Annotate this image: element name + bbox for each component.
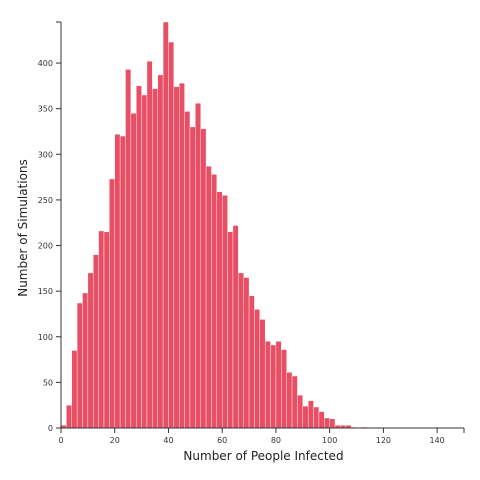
x-tick-label: 40 (163, 436, 173, 445)
histogram-bar (238, 272, 244, 429)
histogram-bar (103, 231, 110, 429)
histogram-bar (227, 231, 234, 429)
histogram-bar (195, 102, 201, 429)
x-tick-label: 0 (58, 436, 63, 445)
histogram-bar (243, 277, 250, 429)
histogram-bar (157, 74, 164, 429)
histogram-bar (307, 400, 314, 429)
y-tick-label: 400 (38, 59, 53, 68)
histogram-bar (275, 341, 282, 429)
histogram-bar (173, 86, 180, 429)
histogram-bar (98, 230, 105, 429)
histogram-bar (324, 417, 330, 429)
histogram-bar (162, 21, 169, 429)
histogram-bar (71, 350, 78, 429)
x-tick-label: 60 (217, 436, 227, 445)
histogram-bar (87, 272, 94, 429)
histogram-bar (119, 135, 126, 429)
histogram-bar (152, 88, 158, 429)
histogram-bar (297, 394, 303, 429)
histogram-bar (318, 411, 325, 429)
x-tick-label: 80 (271, 436, 281, 445)
y-axis-title: Number of Simulations (16, 159, 30, 297)
x-axis-title: Number of People Infected (183, 449, 343, 463)
histogram-bar (114, 134, 121, 429)
histogram-bar (221, 195, 228, 429)
histogram-bar (82, 292, 89, 429)
histogram-bar (179, 82, 185, 429)
histogram-bar (329, 418, 336, 429)
bars-group (60, 21, 368, 429)
histogram-bar (286, 372, 293, 429)
histogram-bar (141, 94, 148, 429)
histogram-bar (93, 254, 99, 429)
x-axis-ticks: 0 20 40 60 80 100 120 140 (58, 428, 465, 445)
histogram-bar (270, 344, 277, 429)
histogram-bar (281, 349, 287, 429)
x-tick-label: 140 (429, 436, 444, 445)
histogram-bar (313, 406, 320, 429)
y-tick-label: 150 (38, 287, 53, 296)
x-tick-label: 100 (322, 436, 337, 445)
histogram-bar (66, 404, 72, 429)
histogram-bar (136, 85, 142, 429)
histogram-bar (200, 128, 207, 429)
histogram-bar (109, 178, 115, 429)
histogram-bar (232, 225, 239, 429)
histogram-bar (259, 319, 266, 429)
histogram-bar (184, 111, 191, 429)
histogram-bar (248, 295, 255, 429)
y-tick-label: 0 (48, 424, 53, 433)
histogram-bar (125, 69, 132, 429)
histogram-bar (189, 126, 196, 429)
histogram-bar (264, 341, 271, 429)
y-tick-label: 350 (38, 105, 53, 114)
histogram-bar (291, 375, 298, 429)
y-tick-label: 300 (38, 150, 53, 159)
y-tick-label: 50 (43, 378, 53, 387)
histogram-bar (216, 191, 223, 429)
histogram-bar (130, 113, 137, 429)
histogram-bar (146, 61, 153, 429)
histogram-bar (205, 165, 212, 429)
x-tick-label: 20 (110, 436, 120, 445)
y-tick-label: 100 (38, 333, 53, 342)
y-axis-ticks: 0 50 100 150 200 250 300 350 400 (38, 21, 61, 433)
histogram-bar (76, 302, 83, 429)
histogram-bar (211, 174, 218, 429)
histogram-bar (168, 41, 175, 429)
y-tick-label: 200 (38, 242, 53, 251)
histogram-bar (254, 309, 261, 429)
x-tick-label: 120 (376, 436, 391, 445)
histogram-bar (302, 405, 309, 429)
y-tick-label: 250 (38, 196, 53, 205)
